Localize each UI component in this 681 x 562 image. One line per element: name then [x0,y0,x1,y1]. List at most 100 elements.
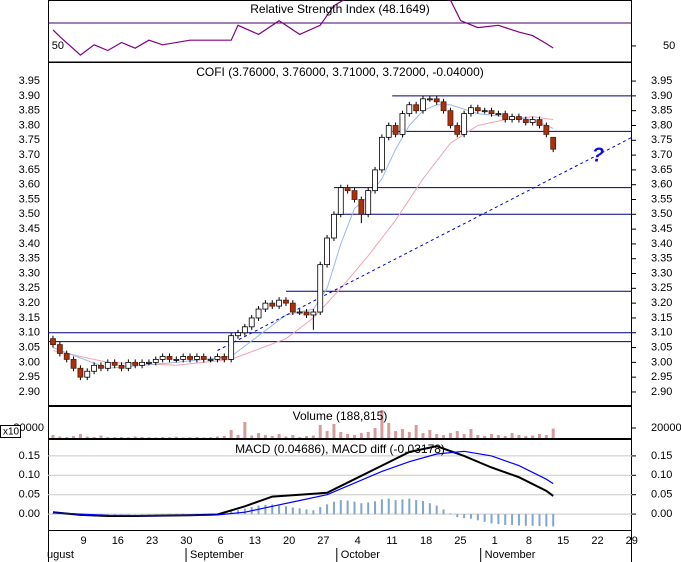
histogram-bar [511,514,514,525]
y-tick-label-right: 3.70 [651,149,672,161]
volume-bar [161,437,165,438]
histogram-bar [415,500,418,515]
candle-body [337,187,344,215]
histogram-bar [271,504,274,515]
y-tick-label-right: 3.65 [651,164,672,176]
y-tick-label: 3.70 [19,149,40,161]
candle-body [241,326,248,334]
volume-bar [243,422,247,438]
candle-body [495,113,502,116]
volume-bar [284,436,288,438]
volume-unit: x10 [3,427,20,438]
histogram-bar [346,500,349,515]
volume-bar [106,437,110,438]
candle-body [474,107,481,112]
candle-body [317,264,324,313]
candle-body [509,116,515,120]
volume-bar [503,436,507,438]
volume-bar [133,436,137,438]
volume-bar [421,433,425,438]
y-tick-label-right: 3.00 [651,356,672,368]
unit-box [0,425,21,438]
histogram-bar [353,501,356,515]
y-tick-label-right: 0.05 [651,489,672,501]
volume-bar [250,435,254,438]
histogram-bar [278,505,281,515]
histogram-bar [517,514,520,526]
panel-title: Volume (188,815) [293,409,388,423]
volume-bar [140,437,144,438]
candle-body [351,190,358,200]
candle-body [454,125,461,135]
volume-bar [58,436,62,438]
candle-body [159,356,166,360]
month-label: November [485,549,536,561]
histogram-bar [394,500,397,515]
volume-bar [490,434,494,438]
volume-bar [510,433,514,438]
volume-bar [147,437,151,438]
candle-body [269,302,276,307]
candle-body [77,367,84,378]
candle-body [98,364,104,369]
volume-bar [99,435,103,438]
x-tick-label: 22 [591,535,603,547]
histogram-bar [531,514,534,526]
candle-body [221,356,228,360]
candle-body [461,113,468,135]
candle-body [125,361,132,369]
histogram-bar [408,498,411,515]
histogram-bar [360,503,363,515]
histogram-bar [120,514,123,515]
volume-bar [400,429,404,438]
volume-bar [531,435,535,438]
histogram-bar [175,513,178,515]
histogram-bar [387,498,390,515]
volume-bar [174,436,178,438]
y-tick-label-right: 3.25 [651,282,672,294]
y-tick-label-right: 3.45 [651,223,672,235]
candle-body [146,361,152,364]
candle-body [152,358,159,363]
y-tick-label-right: 0.00 [651,508,672,520]
histogram-bar [463,514,466,518]
candle-body [536,119,543,126]
y-tick-label-right: 3.95 [651,75,672,87]
histogram-bar [52,513,55,515]
x-tick-label: 29 [626,535,638,547]
volume-bar [469,429,473,438]
volume-bar [483,436,487,438]
histogram-bar [319,507,322,515]
volume-bar [366,432,370,438]
candle-body [228,335,235,360]
volume-bar [414,425,418,438]
x-tick-label: 25 [454,535,466,547]
candle-body [283,299,289,304]
panel-layer [48,445,632,527]
y-tick-label-right: 3.20 [651,297,672,309]
histogram-bar [435,505,438,515]
y-tick-label: 3.40 [19,238,40,250]
histogram-bar [545,514,548,527]
volume-bar [332,424,336,438]
histogram-bar [243,508,246,515]
candle-body [420,98,426,112]
volume-bar [195,437,199,438]
x-tick-label: 16 [112,535,124,547]
histogram-bar [380,499,383,515]
histogram-bar [552,514,555,527]
y-tick-label: 3.55 [19,193,40,205]
volume-bar [318,425,322,438]
y-tick-label: 3.75 [19,134,40,146]
y-tick-label-right: 3.30 [651,267,672,279]
chart-layers: 50 50 Relative Strength Index (48.1649) 2.9… [13,0,681,562]
volume-bar [263,435,267,438]
volume-bar [78,434,82,438]
y-tick-label-right: 20000 [651,422,681,434]
histogram-bar [291,507,294,515]
histogram-bar [326,504,329,515]
volume-bar [188,437,192,438]
candle-body [406,104,413,115]
x-tick-label: 11 [386,535,397,547]
y-tick-label: 2.95 [19,371,40,383]
